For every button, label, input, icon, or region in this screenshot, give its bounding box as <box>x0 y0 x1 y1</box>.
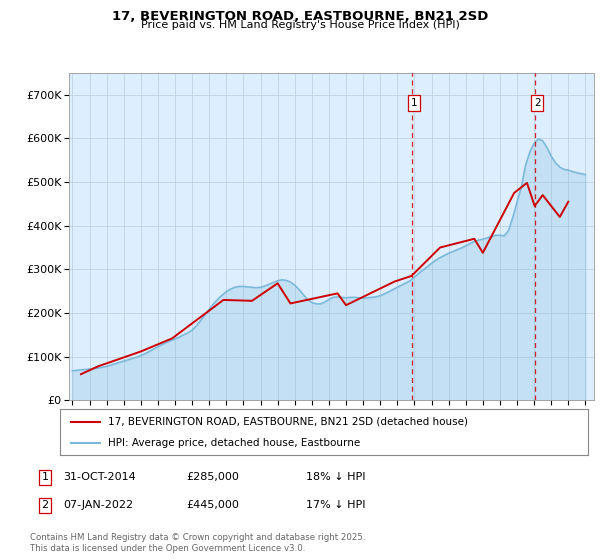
Text: 2: 2 <box>41 500 49 510</box>
Text: 18% ↓ HPI: 18% ↓ HPI <box>306 472 365 482</box>
Text: 17% ↓ HPI: 17% ↓ HPI <box>306 500 365 510</box>
Text: HPI: Average price, detached house, Eastbourne: HPI: Average price, detached house, East… <box>107 438 360 448</box>
Text: Contains HM Land Registry data © Crown copyright and database right 2025.
This d: Contains HM Land Registry data © Crown c… <box>30 533 365 553</box>
Text: 17, BEVERINGTON ROAD, EASTBOURNE, BN21 2SD: 17, BEVERINGTON ROAD, EASTBOURNE, BN21 2… <box>112 10 488 23</box>
Text: 17, BEVERINGTON ROAD, EASTBOURNE, BN21 2SD (detached house): 17, BEVERINGTON ROAD, EASTBOURNE, BN21 2… <box>107 417 467 427</box>
Text: £285,000: £285,000 <box>186 472 239 482</box>
Text: 31-OCT-2014: 31-OCT-2014 <box>63 472 136 482</box>
Text: 07-JAN-2022: 07-JAN-2022 <box>63 500 133 510</box>
Text: 1: 1 <box>411 99 418 109</box>
Text: £445,000: £445,000 <box>186 500 239 510</box>
Text: 2: 2 <box>534 99 541 109</box>
Text: Price paid vs. HM Land Registry's House Price Index (HPI): Price paid vs. HM Land Registry's House … <box>140 20 460 30</box>
Text: 1: 1 <box>41 472 49 482</box>
